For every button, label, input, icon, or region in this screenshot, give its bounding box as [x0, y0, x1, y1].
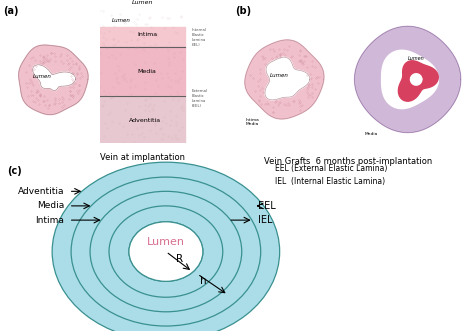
- Ellipse shape: [129, 222, 203, 281]
- Text: Adventitia: Adventitia: [129, 118, 161, 123]
- Ellipse shape: [52, 162, 280, 331]
- Polygon shape: [265, 57, 310, 100]
- Polygon shape: [382, 50, 438, 109]
- Polygon shape: [410, 74, 422, 85]
- Text: Lumen: Lumen: [270, 73, 288, 78]
- Text: Vein Grafts  6 months post-implantation: Vein Grafts 6 months post-implantation: [264, 157, 432, 166]
- Polygon shape: [398, 61, 438, 101]
- Ellipse shape: [71, 177, 261, 326]
- Text: R: R: [176, 254, 183, 264]
- Text: (a): (a): [3, 6, 18, 16]
- Text: Intima: Intima: [409, 77, 423, 81]
- Text: (c): (c): [7, 166, 22, 175]
- Text: Adventitia: Adventitia: [18, 187, 64, 196]
- Text: EEL (External Elastic Lamina)
IEL  (Internal Elastic Lamina): EEL (External Elastic Lamina) IEL (Inter…: [275, 164, 387, 186]
- Text: Internal
Elastic
Lamina
(IEL): Internal Elastic Lamina (IEL): [192, 28, 207, 47]
- Text: Media: Media: [37, 201, 64, 211]
- Text: Lumen: Lumen: [408, 56, 425, 61]
- Text: Lumen: Lumen: [33, 74, 52, 79]
- Text: Lumen: Lumen: [131, 0, 153, 5]
- Text: Lumen: Lumen: [147, 237, 185, 247]
- Ellipse shape: [129, 222, 203, 281]
- Text: (b): (b): [235, 6, 251, 16]
- Text: Media: Media: [137, 69, 156, 74]
- Text: Intima: Intima: [35, 215, 64, 225]
- Polygon shape: [18, 45, 88, 115]
- Ellipse shape: [90, 191, 242, 312]
- Text: Vein at implantation: Vein at implantation: [100, 153, 184, 162]
- Text: EEL: EEL: [258, 201, 276, 211]
- Polygon shape: [355, 26, 461, 132]
- Text: Lumen: Lumen: [111, 18, 130, 23]
- Text: IEL: IEL: [258, 215, 273, 225]
- Text: Media: Media: [365, 132, 378, 136]
- Text: Intima: Intima: [137, 32, 157, 37]
- Text: Intima
Media: Intima Media: [246, 118, 260, 126]
- Polygon shape: [245, 40, 324, 119]
- Polygon shape: [33, 65, 75, 91]
- Ellipse shape: [109, 206, 223, 297]
- Text: External
Elastic
Lamina
(EEL): External Elastic Lamina (EEL): [192, 89, 208, 108]
- Text: h: h: [200, 275, 206, 286]
